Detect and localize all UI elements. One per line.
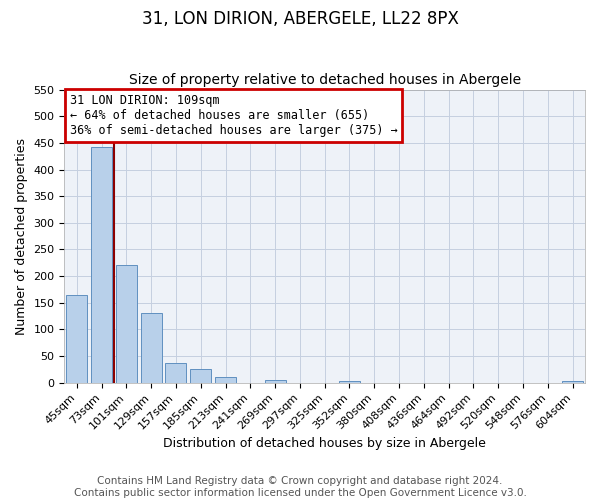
Text: 31, LON DIRION, ABERGELE, LL22 8PX: 31, LON DIRION, ABERGELE, LL22 8PX [142,10,458,28]
Text: Contains HM Land Registry data © Crown copyright and database right 2024.
Contai: Contains HM Land Registry data © Crown c… [74,476,526,498]
Bar [215,378,236,382]
Title: Size of property relative to detached houses in Abergele: Size of property relative to detached ho… [128,73,521,87]
Text: 31 LON DIRION: 109sqm
← 64% of detached houses are smaller (655)
36% of semi-det: 31 LON DIRION: 109sqm ← 64% of detached … [70,94,397,137]
Bar [265,380,286,382]
Bar [116,266,137,382]
Bar [140,314,162,382]
Y-axis label: Number of detached properties: Number of detached properties [15,138,28,334]
Bar [339,380,360,382]
Bar [91,146,112,382]
Bar [562,380,583,382]
Bar [66,295,88,382]
X-axis label: Distribution of detached houses by size in Abergele: Distribution of detached houses by size … [163,437,486,450]
Bar [166,363,187,382]
Bar [190,369,211,382]
